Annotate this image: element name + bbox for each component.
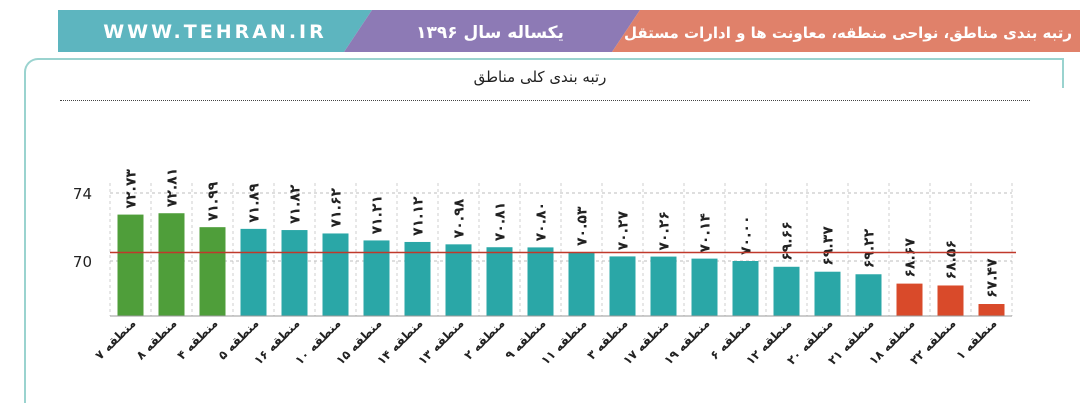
bar-value-label: ۷۱.۹۹ bbox=[206, 181, 222, 221]
bar-value-label: ۷۰.۲۶ bbox=[657, 211, 673, 251]
bar bbox=[322, 233, 349, 316]
bar bbox=[281, 230, 308, 316]
bar bbox=[568, 251, 595, 316]
header-banner: WWW.TEHRAN.IR یکساله سال ۱۳۹۶ رتبه بندی … bbox=[58, 10, 1080, 52]
bar-value-label: ۷۰.۸۰ bbox=[534, 202, 550, 242]
bar bbox=[814, 271, 841, 316]
bar-value-label: ۷۱.۶۲ bbox=[329, 188, 345, 228]
bar-value-label: ۷۱.۱۲ bbox=[411, 196, 427, 236]
bar-value-label: ۷۰.۸۱ bbox=[493, 202, 509, 242]
bar-value-label: ۶۹.۳۷ bbox=[821, 226, 837, 266]
bar-value-label: ۷۱.۸۹ bbox=[247, 183, 263, 223]
category-label: منطقه ۴ bbox=[174, 316, 220, 362]
bar bbox=[773, 266, 800, 316]
bar bbox=[199, 227, 226, 316]
bar-value-label: ۶۸.۶۷ bbox=[903, 238, 919, 278]
category-label: منطقه ۱ bbox=[953, 316, 999, 362]
period-label: یکساله سال ۱۳۹۶ bbox=[416, 23, 564, 43]
bar bbox=[158, 213, 185, 316]
bar-value-label: ۷۰.۹۸ bbox=[452, 198, 468, 238]
bar-value-label: ۷۱.۲۱ bbox=[370, 195, 386, 235]
panel-edge bbox=[1062, 58, 1064, 88]
bar bbox=[650, 256, 677, 316]
y-tick-label: 70 bbox=[73, 253, 92, 271]
website-label: WWW.TEHRAN.IR bbox=[103, 21, 327, 43]
bar bbox=[978, 304, 1005, 316]
bar-value-label: ۶۹.۶۶ bbox=[780, 221, 796, 261]
bar bbox=[240, 228, 267, 316]
bar-value-label: ۷۰.۲۷ bbox=[616, 210, 632, 250]
chart-panel bbox=[24, 58, 1064, 403]
bar-value-label: ۶۸.۵۶ bbox=[944, 240, 960, 280]
category-label: منطقه ۲ bbox=[461, 316, 507, 362]
bar bbox=[445, 244, 472, 316]
category-label: منطقه ۷ bbox=[92, 316, 138, 362]
bar-value-label: ۷۰.۱۴ bbox=[698, 213, 714, 253]
report-title-band bbox=[612, 10, 1080, 52]
bar bbox=[486, 247, 513, 316]
category-label: منطقه ۸ bbox=[133, 316, 179, 362]
bar-value-label: ۷۰.۰۰ bbox=[739, 216, 755, 256]
bar-value-label: ۷۱.۸۲ bbox=[288, 184, 304, 224]
bar-value-label: ۷۲.۸۱ bbox=[165, 168, 181, 208]
bar bbox=[117, 214, 144, 316]
bar bbox=[896, 283, 923, 316]
period-band bbox=[344, 10, 640, 52]
report-title: رتبه بندی مناطق، نواحی منطقه، معاونت ها … bbox=[624, 24, 1072, 42]
bar-value-label: ۶۷.۴۷ bbox=[985, 258, 1001, 298]
chart-title: رتبه بندی کلی مناطق bbox=[473, 68, 607, 86]
bar-value-label: ۷۰.۵۳ bbox=[575, 206, 591, 246]
bar bbox=[937, 285, 964, 316]
bar-value-label: ۷۲.۷۳ bbox=[124, 169, 140, 209]
bar bbox=[732, 261, 759, 316]
bar-value-label: ۶۹.۲۲ bbox=[862, 228, 878, 268]
y-tick-label: 74 bbox=[73, 185, 92, 203]
bar bbox=[404, 241, 431, 316]
bar bbox=[691, 258, 718, 316]
website-band bbox=[58, 10, 372, 52]
bar bbox=[609, 256, 636, 316]
title-divider bbox=[60, 100, 1030, 101]
bar bbox=[855, 274, 882, 316]
bar bbox=[527, 247, 554, 316]
